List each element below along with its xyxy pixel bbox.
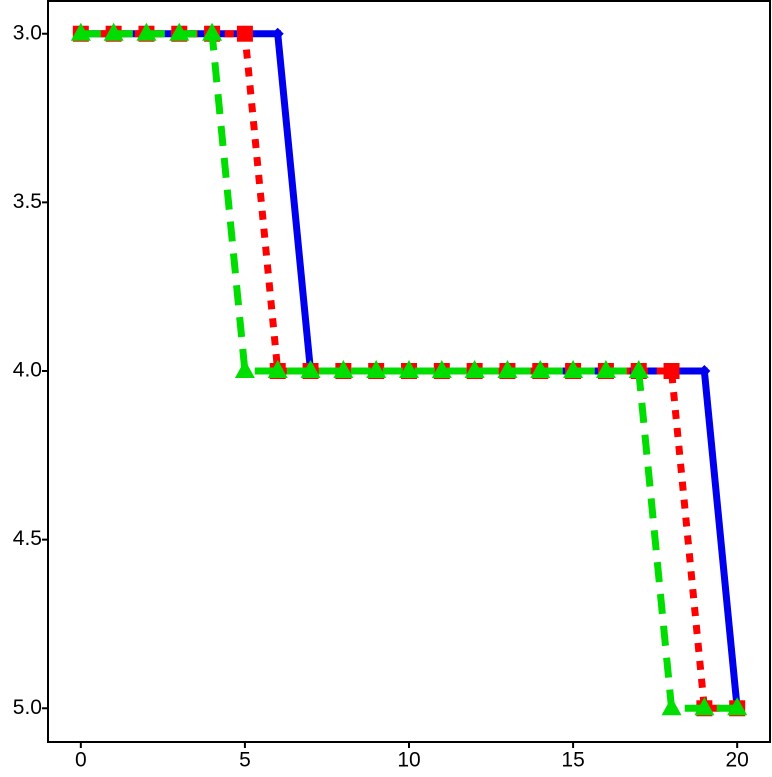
marker (399, 360, 419, 378)
marker (234, 360, 255, 378)
marker (169, 22, 190, 41)
marker (727, 697, 748, 716)
x-tick-label: 15 (561, 749, 584, 772)
series-line (80, 30, 738, 712)
marker (366, 360, 387, 378)
x-tick-label: 0 (75, 749, 87, 772)
marker (595, 360, 616, 378)
y-tick-label: 5.0 (13, 696, 42, 719)
x-tick-label: 5 (239, 749, 251, 772)
marker (698, 365, 711, 377)
marker (661, 697, 682, 716)
marker (333, 360, 354, 378)
marker (530, 360, 551, 378)
marker (267, 360, 288, 378)
marker (236, 25, 253, 42)
marker (464, 360, 485, 378)
marker (663, 363, 680, 379)
marker (271, 27, 284, 40)
y-tick-label: 3.0 (13, 21, 42, 44)
x-tick-label: 10 (397, 749, 420, 772)
marker (70, 22, 91, 41)
marker (300, 360, 321, 378)
marker (431, 360, 452, 378)
marker (563, 360, 584, 378)
x-tick-label: 20 (726, 749, 749, 772)
marker (497, 360, 518, 378)
y-tick-label: 4.5 (13, 527, 42, 550)
marker (136, 22, 157, 41)
marker (103, 22, 124, 41)
y-tick-label: 3.5 (13, 190, 42, 213)
marker (628, 360, 649, 378)
y-tick-label: 4.0 (13, 359, 42, 382)
marker (694, 697, 715, 716)
marker (202, 22, 223, 41)
